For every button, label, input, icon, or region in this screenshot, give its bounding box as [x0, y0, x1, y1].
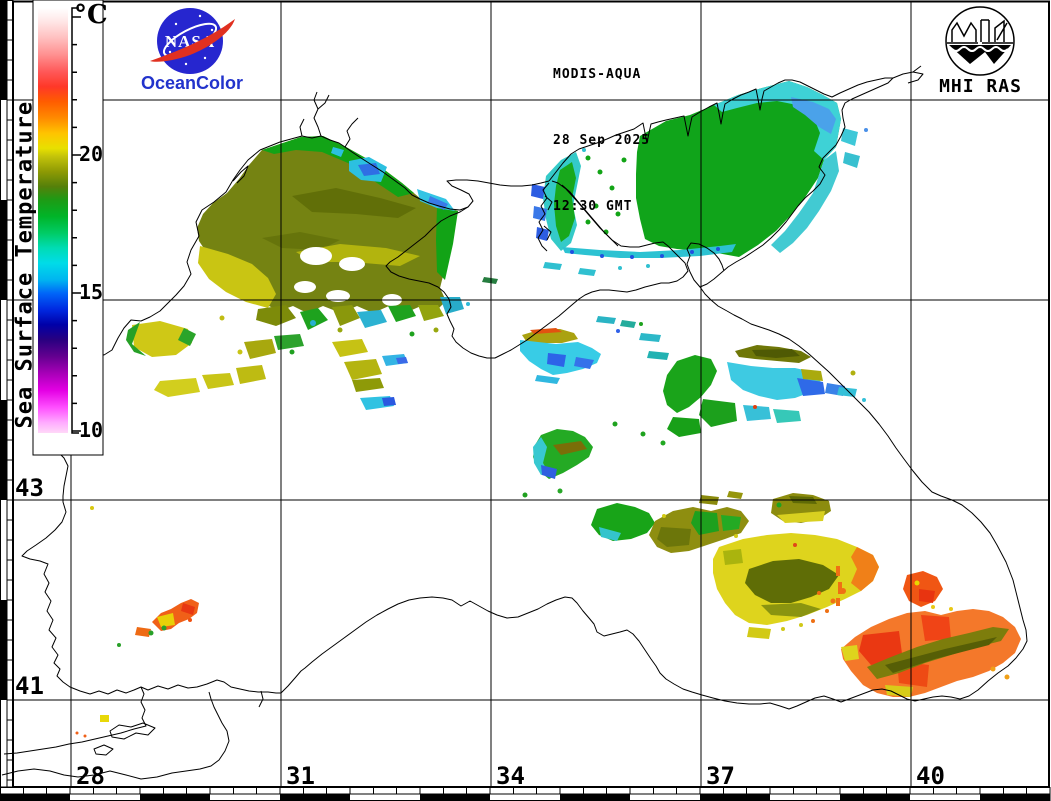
sst-patch-nw-shelf: [197, 136, 464, 330]
nasa-wordmark: OceanColor: [140, 73, 244, 93]
header-date: 28 Sep 2025: [553, 133, 651, 148]
sst-patch-south-crimea: [466, 277, 643, 384]
sst-patch-southeast: [649, 491, 1021, 697]
sst-patch-azov: [531, 81, 868, 276]
lon-label-31: 31: [286, 762, 315, 790]
sst-patch-bosphorus: [75, 599, 199, 738]
colorbar-title: Sea Surface Temperature: [12, 100, 38, 429]
header-block: MODIS-AQUA 28 Sep 2025 12:30 GMT: [553, 20, 650, 240]
header-time: 12:30 GMT: [553, 199, 633, 214]
mhi-ras-label: MHI RAS: [939, 76, 1022, 97]
map-frame: [12, 0, 1050, 788]
sst-patch-kerch-cluster: [639, 333, 866, 437]
colorbar-tick-20: 20: [79, 142, 104, 166]
sst-patch-west-fragments: [90, 315, 439, 510]
mhi-ras-logo: [945, 6, 1015, 76]
colorbar-unit-label: °C: [74, 0, 108, 30]
lat-label-41: 41: [15, 672, 44, 700]
nasa-logo: NASA: [150, 8, 235, 74]
colorbar-tick-15: 15: [79, 280, 104, 304]
colorbar-tick-10: 10: [79, 418, 104, 442]
sst-patch-central: [522, 421, 666, 541]
lon-label-40: 40: [916, 762, 945, 790]
lon-label-28: 28: [76, 762, 105, 790]
header-satellite: MODIS-AQUA: [553, 67, 642, 82]
lon-label-34: 34: [496, 762, 525, 790]
colorbar-panel: [32, 0, 104, 456]
lat-label-43: 43: [15, 474, 44, 502]
colorbar-gradient: [38, 8, 68, 433]
lon-label-37: 37: [706, 762, 735, 790]
